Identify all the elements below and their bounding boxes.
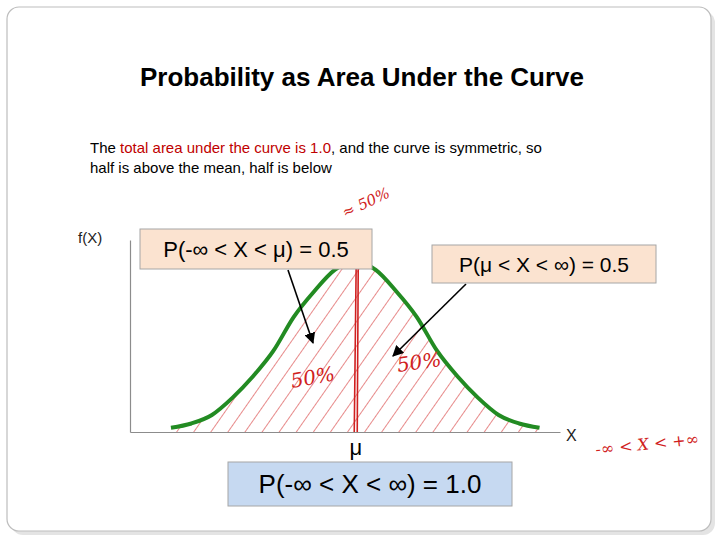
y-axis [130,241,131,433]
formula-text: P(μ < X < ∞) = 0.5 [459,253,629,276]
subtitle-part: total area under the curve is 1.0 [120,139,331,156]
subtitle-part: , and the curve is symmetric, so [331,139,542,156]
formula-box: P(-∞ < X < μ) = 0.5 [140,229,372,269]
arrow [288,270,313,343]
plot-area [171,259,540,432]
arrow [393,284,466,356]
title: Probability as Area Under the Curve [140,62,584,92]
x-axis: μ [131,432,561,460]
x-axis-title: X [566,427,577,444]
y-axis-line [130,241,131,433]
subtitle-line: half is above the mean, half is below [90,159,332,176]
handwritten-note: -∞ < X < +∞ [594,429,699,459]
subtitle-line: The total area under the curve is 1.0, a… [90,139,542,156]
formula-text: P(-∞ < X < μ) = 0.5 [163,237,349,262]
subtitle-part: The [90,139,120,156]
subtitle-part: half is above the mean, half is below [90,159,332,176]
slide: Probability as Area Under the Curve The t… [0,0,720,540]
formula-box-bg [140,229,372,269]
formula-box-bg [228,462,512,506]
handwritten-note: ≈ 50% [339,184,393,222]
x-axis-line [131,432,561,433]
formula-box: P(μ < X < ∞) = 0.5 [432,245,656,283]
slide-frame [7,7,711,531]
handwritten-note: 50% [289,362,337,393]
x-tick-label: μ [349,435,362,460]
x-tick: μ [349,432,362,460]
formula-box: P(-∞ < X < ∞) = 1.0 [228,462,512,506]
curve-line [171,261,540,427]
y-axis-title: f(X) [78,229,102,246]
formula-text: P(-∞ < X < ∞) = 1.0 [259,469,482,499]
formula-box-bg [432,245,656,283]
mean-marker [354,259,358,432]
handwritten-note: 50% [395,347,442,377]
